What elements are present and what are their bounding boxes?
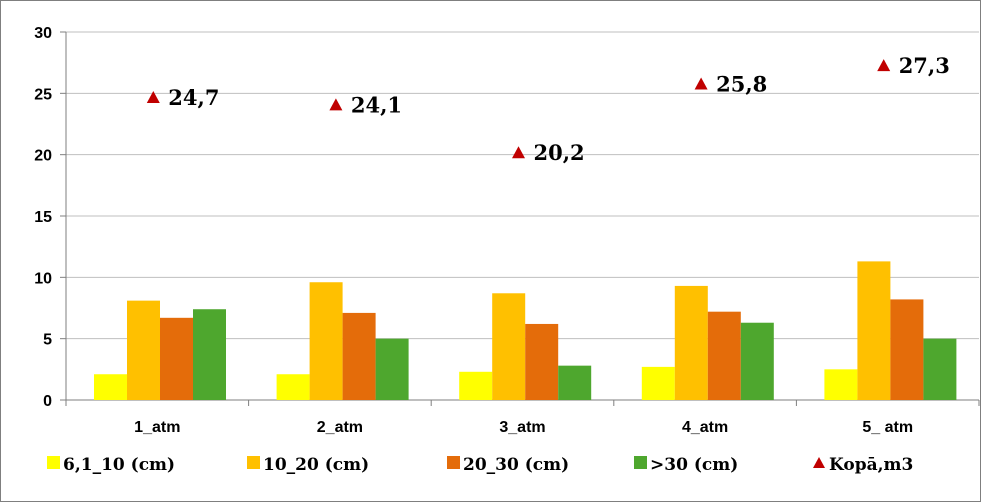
bar bbox=[342, 312, 376, 400]
markers: 24,7 24,1 20,2 25,8 27,3 bbox=[146, 53, 950, 165]
y-tick-label: 15 bbox=[34, 209, 52, 226]
total-data-label: 20,2 bbox=[534, 140, 585, 165]
bar bbox=[276, 374, 310, 400]
x-category-label: 3_atm bbox=[499, 419, 545, 436]
bar bbox=[492, 293, 526, 400]
y-tick-label: 20 bbox=[34, 148, 52, 165]
total-marker bbox=[512, 146, 525, 159]
bar bbox=[127, 300, 160, 400]
y-tick-label: 0 bbox=[43, 393, 52, 410]
legend-marker bbox=[813, 457, 825, 468]
total-marker bbox=[694, 77, 708, 90]
bar bbox=[525, 323, 559, 400]
y-tick-label: 30 bbox=[34, 25, 52, 42]
y-tick-label: 10 bbox=[34, 270, 52, 287]
legend: 6,1_10 (cm) 10_20 (cm) 20_30 (cm) >30 (cm) K… bbox=[47, 455, 913, 475]
bar bbox=[558, 365, 592, 400]
gridlines bbox=[66, 31, 979, 340]
total-data-label: 27,3 bbox=[899, 53, 950, 78]
bar bbox=[674, 285, 708, 400]
legend-label: 10_20 (cm) bbox=[263, 455, 369, 475]
x-category-label: 4_atm bbox=[682, 419, 728, 436]
bar bbox=[641, 366, 675, 400]
legend-label: Kopā,m3 bbox=[829, 455, 913, 475]
bar bbox=[857, 261, 891, 400]
legend-label: 6,1_10 (cm) bbox=[63, 455, 175, 475]
legend-swatch bbox=[447, 456, 460, 469]
total-data-label: 25,8 bbox=[716, 72, 767, 97]
bar bbox=[94, 374, 127, 400]
bar bbox=[375, 338, 409, 400]
legend-swatch bbox=[634, 456, 647, 469]
total-data-label: 24,7 bbox=[168, 85, 219, 110]
bar bbox=[193, 309, 226, 400]
total-data-label: 24,1 bbox=[351, 92, 402, 117]
bar bbox=[707, 311, 741, 400]
bar bbox=[824, 369, 858, 400]
legend-label: 20_30 (cm) bbox=[463, 455, 569, 475]
x-category-label: 2_atm bbox=[317, 419, 363, 436]
total-marker bbox=[329, 98, 343, 111]
bar bbox=[923, 338, 957, 400]
y-tick-label: 5 bbox=[43, 332, 52, 349]
legend-swatch bbox=[247, 456, 260, 469]
bar bbox=[309, 282, 343, 400]
x-category-label: 1_atm bbox=[134, 419, 180, 436]
bar bbox=[740, 322, 774, 400]
bar bbox=[890, 299, 924, 400]
bar bbox=[459, 371, 493, 400]
bar bbox=[160, 317, 193, 400]
x-category-label: 5_ atm bbox=[862, 419, 913, 436]
legend-swatch bbox=[47, 456, 60, 469]
y-tick-label: 25 bbox=[34, 86, 52, 103]
total-marker bbox=[877, 59, 891, 72]
bars bbox=[94, 261, 957, 400]
total-marker bbox=[146, 91, 160, 104]
legend-label: >30 (cm) bbox=[650, 455, 738, 475]
